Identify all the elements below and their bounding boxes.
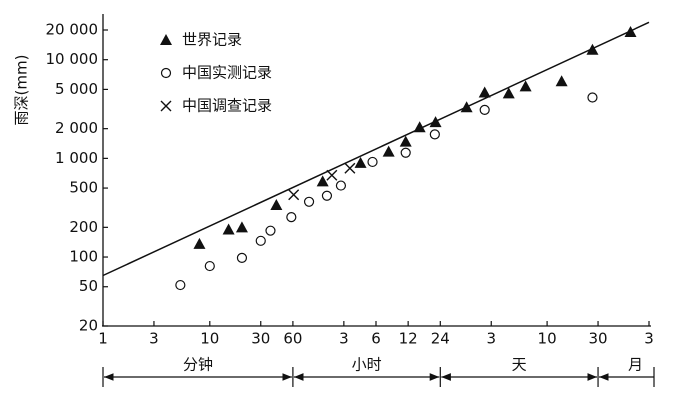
x-tick-label: 10 bbox=[200, 330, 219, 348]
x-tick-label: 60 bbox=[283, 330, 302, 348]
cross-marker bbox=[326, 169, 338, 181]
triangle-marker bbox=[399, 135, 412, 147]
triangle-marker bbox=[354, 156, 367, 168]
y-tick-label: 100 bbox=[69, 248, 98, 266]
triangle-marker bbox=[270, 198, 283, 210]
circle-marker bbox=[479, 104, 490, 115]
circle-marker bbox=[587, 92, 598, 103]
triangle-marker bbox=[555, 75, 568, 87]
circle-marker bbox=[265, 225, 276, 236]
reference-line bbox=[102, 21, 650, 277]
triangle-marker bbox=[478, 86, 491, 98]
triangle-marker bbox=[429, 116, 442, 128]
circle-marker bbox=[367, 156, 378, 168]
circle-marker bbox=[400, 147, 411, 158]
triangle-marker bbox=[586, 43, 599, 55]
circle-marker bbox=[286, 211, 297, 223]
y-tick-label: 20 000 bbox=[46, 21, 99, 39]
triangle-marker bbox=[624, 25, 637, 37]
y-tick-label: 50 bbox=[79, 277, 98, 295]
cross-marker bbox=[288, 189, 300, 201]
triangle-marker bbox=[193, 237, 206, 249]
triangle-marker bbox=[502, 87, 515, 99]
x-tick-label: 3 bbox=[644, 330, 654, 348]
triangle-marker bbox=[316, 175, 329, 187]
legend-label: 中国实测记录 bbox=[182, 64, 272, 82]
circle-marker bbox=[429, 129, 440, 140]
y-tick-label: 200 bbox=[69, 218, 98, 236]
y-tick-label: 10 000 bbox=[46, 50, 99, 68]
triangle-marker bbox=[519, 80, 532, 92]
triangle-marker bbox=[382, 145, 395, 157]
circle-marker bbox=[175, 279, 186, 291]
y-tick-label: 500 bbox=[69, 179, 98, 197]
x-tick-label: 3 bbox=[149, 330, 159, 348]
circle-marker bbox=[303, 196, 315, 207]
circle-marker bbox=[321, 190, 333, 201]
circle-marker bbox=[160, 67, 172, 79]
x-tick-label: 30 bbox=[251, 330, 270, 348]
y-axis-label: 雨深(mm) bbox=[13, 55, 31, 126]
triangle-marker bbox=[413, 121, 426, 133]
triangle-marker bbox=[235, 221, 248, 233]
triangle-marker bbox=[160, 34, 172, 45]
x-tick-label: 1 bbox=[98, 330, 108, 348]
group-label: 月 bbox=[628, 356, 643, 374]
circle-marker bbox=[204, 260, 215, 272]
x-tick-label: 10 bbox=[538, 330, 557, 348]
circle-marker bbox=[236, 252, 248, 264]
x-tick-label: 30 bbox=[588, 330, 607, 348]
legend-label: 世界记录 bbox=[182, 31, 242, 49]
cross-marker bbox=[160, 100, 172, 112]
triangle-marker bbox=[222, 223, 235, 235]
group-label: 天 bbox=[512, 356, 527, 374]
x-tick-label: 24 bbox=[431, 330, 450, 348]
x-tick-label: 12 bbox=[399, 330, 418, 348]
y-tick-label: 2 000 bbox=[55, 119, 98, 137]
x-tick-label: 6 bbox=[371, 330, 381, 348]
x-tick-label: 3 bbox=[339, 330, 349, 348]
legend-label: 中国调查记录 bbox=[182, 97, 272, 115]
triangle-marker bbox=[460, 101, 473, 113]
y-tick-label: 5 000 bbox=[55, 80, 98, 98]
circle-marker bbox=[255, 235, 266, 246]
cross-marker bbox=[344, 162, 356, 174]
y-tick-label: 1 000 bbox=[55, 149, 98, 167]
circle-marker bbox=[335, 180, 347, 191]
group-label: 小时 bbox=[352, 356, 382, 374]
group-label: 分钟 bbox=[183, 356, 213, 374]
y-tick-label: 20 bbox=[79, 317, 98, 335]
x-tick-label: 3 bbox=[486, 330, 496, 348]
